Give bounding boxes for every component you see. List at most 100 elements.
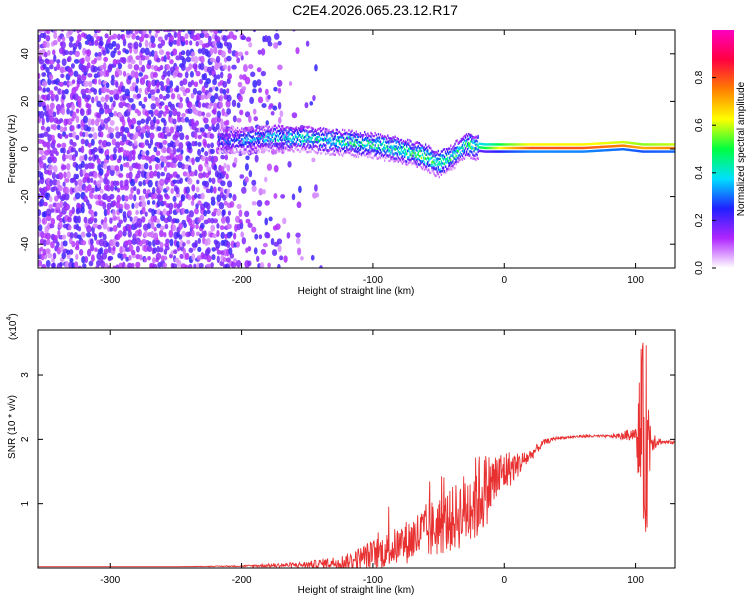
spectrogram-noise-cell (272, 105, 278, 111)
spectrogram-signal-cell (521, 143, 523, 146)
spectrogram-noise-cell (106, 179, 110, 186)
spectrogram-signal-cell (573, 146, 575, 150)
spectrogram-signal-cell (661, 143, 663, 146)
spectrogram-signal-cell (394, 145, 396, 148)
spectrogram-noise-cell (217, 30, 223, 34)
spectrogram-noise-cell (59, 200, 64, 208)
spectrogram-signal-cell (441, 150, 444, 153)
spectrogram-signal-cell (477, 144, 479, 147)
spectrogram-signal-cell (472, 136, 474, 140)
spectrogram-noise-cell (139, 77, 146, 85)
spectrogram-signal-cell (419, 149, 422, 153)
spectrogram-signal-cell (541, 150, 543, 153)
spectrogram-signal-cell (595, 149, 597, 153)
spectrogram-signal-cell (245, 126, 247, 130)
spectrogram-noise-cell (115, 241, 120, 248)
spectrogram-signal-cell (407, 155, 409, 159)
spectrogram-noise-cell (82, 25, 87, 30)
spectrogram-signal-cell (462, 147, 465, 150)
spectrogram-signal-cell (294, 142, 297, 146)
spectrogram-signal-cell (257, 125, 260, 128)
spectrogram-signal-cell (329, 139, 331, 143)
spectrogram-signal-cell (245, 142, 247, 146)
spectrogram-signal-cell (367, 136, 369, 140)
spectrogram-signal-cell (230, 145, 232, 148)
spectrogram-signal-cell (309, 150, 311, 153)
spectrogram-signal-cell (673, 146, 675, 150)
spectrogram-signal-cell (584, 146, 587, 150)
spectrogram-signal-cell (356, 138, 359, 142)
spectrogram-signal-cell (400, 152, 403, 156)
spectrogram-signal-cell (341, 134, 344, 137)
spectrogram-signal-cell (250, 135, 252, 139)
spectrogram-signal-cell (237, 145, 240, 148)
spectrogram-signal-cell (259, 143, 262, 146)
spectrogram-noise-cell (180, 63, 186, 71)
spectrogram-noise-cell (93, 171, 98, 179)
spectrogram-signal-cell (253, 137, 256, 140)
spectrogram-signal-cell (387, 145, 389, 148)
spectrogram-signal-cell (254, 129, 257, 132)
spectrogram-signal-cell (262, 144, 264, 148)
colorbar-label: Normalized spectral amplitude (736, 81, 747, 216)
spectrogram-signal-cell (284, 142, 286, 145)
spectrogram-signal-cell (449, 158, 451, 161)
spectrogram-signal-cell (224, 133, 226, 137)
spectrogram-noise-cell (172, 39, 178, 45)
spectrogram-signal-cell (304, 148, 306, 152)
spectrogram-noise-cell (168, 208, 173, 215)
spectrogram-signal-cell (289, 137, 291, 140)
spectrogram-signal-cell (662, 146, 664, 150)
spectrogram-noise-cell (122, 253, 127, 259)
spectrogram-signal-cell (360, 152, 363, 156)
spectrogram-signal-cell (218, 138, 221, 142)
spectrogram-signal-cell (273, 127, 276, 131)
spectrogram-signal-cell (659, 143, 661, 146)
spectrogram-signal-cell (430, 151, 432, 155)
spectrogram-noise-cell (204, 151, 209, 157)
spectrogram-signal-cell (466, 138, 469, 141)
spectrogram-signal-cell (323, 143, 325, 146)
spectrogram-signal-cell (536, 150, 538, 153)
spectrogram-signal-cell (267, 139, 269, 143)
spectrogram-signal-cell (234, 139, 237, 142)
spectrogram-signal-cell (351, 133, 353, 137)
spectrogram-noise-cell (311, 157, 316, 163)
spectrogram-signal-cell (305, 139, 307, 143)
spectrogram-signal-cell (326, 139, 328, 142)
spectrogram-signal-cell (392, 136, 394, 139)
spectrogram-signal-cell (299, 150, 302, 153)
spectrogram-signal-cell (325, 144, 327, 147)
spectrogram-signal-cell (266, 125, 268, 128)
spectrogram-signal-cell (326, 128, 328, 131)
spectrogram-signal-cell (450, 162, 452, 165)
spectrogram-signal-cell (375, 152, 377, 156)
spectrogram-signal-cell (300, 143, 303, 146)
spectrogram-noise-cell (42, 239, 47, 247)
spectrogram-signal-cell (265, 124, 267, 128)
spectrogram-signal-cell (345, 149, 347, 153)
spectrogram-signal-cell (527, 150, 530, 153)
spectrogram-signal-cell (268, 145, 270, 149)
spectrogram-signal-cell (413, 143, 415, 147)
spectrogram-noise-cell (165, 126, 170, 134)
spectrogram-signal-cell (225, 140, 227, 144)
spectrogram-signal-cell (649, 150, 652, 153)
spectrogram-signal-cell (237, 130, 240, 134)
spectrogram-signal-cell (593, 149, 595, 153)
spectrogram-signal-cell (506, 150, 509, 153)
spectrogram-signal-cell (455, 149, 457, 153)
spectrogram-noise-cell (71, 125, 75, 132)
spectrogram-signal-cell (310, 126, 312, 129)
spectrogram-signal-cell (596, 149, 598, 152)
spectrogram-noise-cell (200, 222, 205, 229)
spectrogram-noise-cell (138, 180, 143, 187)
spectrogram-signal-cell (386, 150, 388, 153)
spectrogram-noise-cell (244, 163, 249, 171)
spectrogram-noise-cell (206, 202, 211, 211)
spectrogram-noise-cell (156, 218, 160, 224)
spectrogram-signal-cell (402, 160, 405, 163)
spectrogram-noise-cell (165, 172, 171, 181)
spectrogram-signal-cell (473, 154, 475, 157)
spectrogram-signal-cell (578, 143, 580, 146)
